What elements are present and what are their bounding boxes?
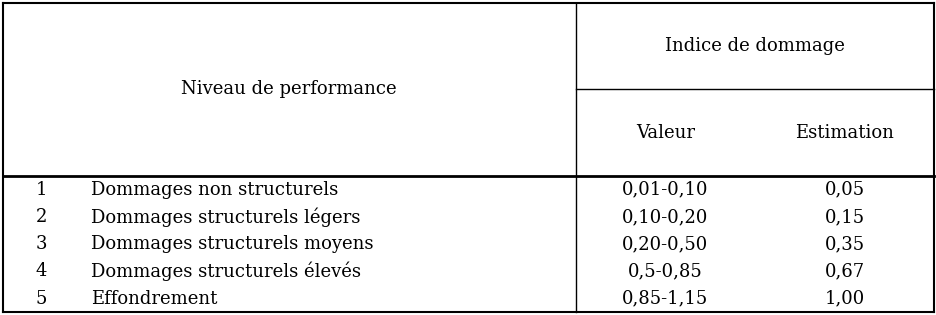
Text: 0,5-0,85: 0,5-0,85 [627,262,702,280]
Text: Dommages structurels élevés: Dommages structurels élevés [91,262,361,281]
Text: Dommages non structurels: Dommages non structurels [91,181,338,199]
Text: Estimation: Estimation [795,124,893,142]
Text: 4: 4 [36,262,47,280]
Text: Dommages structurels légers: Dommages structurels légers [91,207,360,227]
Text: Niveau de performance: Niveau de performance [182,80,397,98]
Text: 1: 1 [36,181,47,199]
Text: Dommages structurels moyens: Dommages structurels moyens [91,235,373,253]
Text: 0,15: 0,15 [824,208,864,226]
Text: 0,85-1,15: 0,85-1,15 [622,289,708,308]
Text: 5: 5 [36,289,47,308]
Text: Indice de dommage: Indice de dommage [665,37,844,55]
Text: 2: 2 [36,208,47,226]
Text: 0,67: 0,67 [824,262,864,280]
Text: Effondrement: Effondrement [91,289,217,308]
Text: 0,01-0,10: 0,01-0,10 [622,181,708,199]
Text: 0,10-0,20: 0,10-0,20 [622,208,708,226]
Text: 0,20-0,50: 0,20-0,50 [622,235,708,253]
Text: Valeur: Valeur [636,124,694,142]
Text: 1,00: 1,00 [824,289,864,308]
Text: 0,05: 0,05 [824,181,864,199]
Text: 3: 3 [36,235,47,253]
Text: 0,35: 0,35 [824,235,864,253]
